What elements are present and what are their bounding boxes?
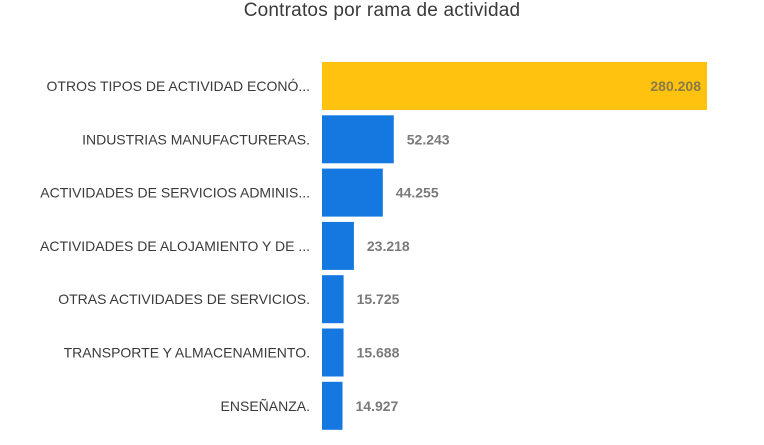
bar[interactable] — [322, 168, 383, 217]
data-label: 15.688 — [357, 345, 400, 361]
data-label: 52.243 — [407, 131, 450, 147]
category-label: INDUSTRIAS MANUFACTURERAS. — [82, 131, 310, 147]
chart-title: Contratos por rama de actividad — [243, 0, 521, 21]
data-label: 15.725 — [357, 291, 400, 307]
category-label: ENSEÑANZA. — [221, 398, 310, 414]
bar[interactable] — [322, 381, 343, 430]
bar[interactable] — [322, 328, 344, 377]
bar[interactable] — [322, 115, 394, 164]
data-label: 14.927 — [356, 398, 399, 414]
data-label: 44.255 — [396, 185, 439, 201]
data-label: 23.218 — [367, 238, 410, 254]
bar[interactable] — [322, 221, 354, 270]
category-label: ACTIVIDADES DE ALOJAMIENTO Y DE ... — [40, 238, 310, 254]
data-label: 280.208 — [650, 78, 701, 94]
bar[interactable] — [322, 275, 344, 324]
category-label: ACTIVIDADES DE SERVICIOS ADMINIS... — [40, 185, 310, 201]
bar[interactable] — [322, 62, 707, 110]
category-label: OTRAS ACTIVIDADES DE SERVICIOS. — [58, 291, 310, 307]
category-label: OTROS TIPOS DE ACTIVIDAD ECONÓ... — [47, 78, 310, 94]
category-label: TRANSPORTE Y ALMACENAMIENTO. — [64, 345, 310, 361]
